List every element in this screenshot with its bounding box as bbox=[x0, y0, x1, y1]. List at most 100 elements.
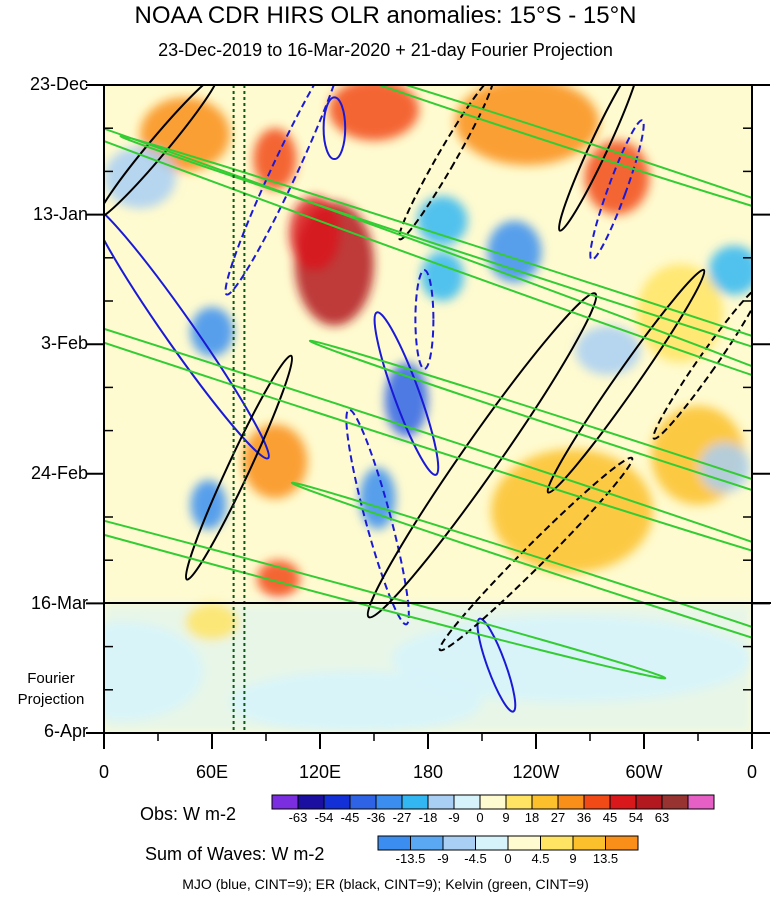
projection-label-line1: Fourier bbox=[27, 670, 75, 687]
colorbar-tick-label: 0 bbox=[504, 851, 512, 866]
colorbar-swatch bbox=[505, 794, 533, 810]
colorbar-tick-label: 63 bbox=[654, 810, 670, 825]
colorbar-tick-label: -36 bbox=[366, 810, 386, 825]
colorbar-tick-label: 0 bbox=[476, 810, 484, 825]
mjo-contour bbox=[224, 85, 344, 296]
colorbar-swatch bbox=[540, 835, 574, 851]
colorbar-swatch bbox=[271, 794, 299, 810]
x-tick-label: 0 bbox=[98, 762, 109, 782]
colorbar-tick-label: 54 bbox=[628, 810, 644, 825]
colorbar-tick-label: 9 bbox=[502, 810, 510, 825]
mjo-contour bbox=[373, 311, 440, 476]
anomaly-blob bbox=[575, 325, 641, 376]
kelvin-contour bbox=[104, 453, 667, 680]
er-contour bbox=[546, 268, 706, 494]
y-tick-label: 6-Apr bbox=[43, 721, 88, 741]
colorbar-swatch bbox=[583, 794, 611, 810]
colorbar-swatch bbox=[635, 794, 663, 810]
colorbar-swatch bbox=[427, 794, 455, 810]
anomaly-blob bbox=[487, 220, 542, 283]
er-contour bbox=[398, 85, 494, 241]
y-tick-label: 3-Feb bbox=[40, 333, 88, 353]
colorbar-swatch bbox=[687, 794, 715, 810]
chart-title: NOAA CDR HIRS OLR anomalies: 15°S - 15°N bbox=[134, 2, 637, 29]
colorbar-swatch bbox=[475, 835, 509, 851]
anomaly-blob bbox=[289, 196, 340, 271]
colorbar-swatch bbox=[605, 835, 639, 851]
kelvin-contour bbox=[308, 339, 752, 571]
anomaly-blob bbox=[329, 85, 419, 141]
mjo-contour bbox=[414, 269, 435, 370]
colorbar-swatch bbox=[442, 835, 476, 851]
colorbar-tick-label: -4.5 bbox=[464, 851, 487, 866]
waves-colorbar bbox=[377, 835, 639, 851]
colorbar-swatch bbox=[375, 794, 403, 810]
colorbar-tick-label: 13.5 bbox=[592, 851, 619, 866]
reference-lines bbox=[232, 85, 246, 733]
legend-footer: MJO (blue, CINT=9); ER (black, CINT=9); … bbox=[182, 876, 589, 892]
axes bbox=[86, 84, 770, 749]
colorbar-tick-label: -13.5 bbox=[395, 851, 426, 866]
colorbar-swatch bbox=[297, 794, 325, 810]
anomaly-blob bbox=[392, 615, 752, 703]
x-tick-label: 120W bbox=[512, 762, 560, 782]
anomaly-blob bbox=[417, 196, 468, 246]
colorbar-tick-label: 18 bbox=[524, 810, 540, 825]
colorbar-swatch bbox=[377, 835, 411, 851]
er-contour bbox=[184, 354, 294, 581]
kelvin-contour bbox=[104, 85, 752, 404]
waves-colorbar-label: Sum of Waves: W m-2 bbox=[145, 844, 325, 864]
x-tick-label: 0 bbox=[746, 762, 757, 782]
anomaly-blob bbox=[104, 621, 203, 721]
anomaly-blob bbox=[253, 128, 297, 190]
anomaly-blob bbox=[708, 245, 752, 295]
anomaly-blob bbox=[455, 85, 599, 166]
mjo-contour bbox=[322, 96, 347, 161]
obs-colorbar-label: Obs: W m-2 bbox=[140, 804, 237, 824]
colorbar-swatch bbox=[323, 794, 351, 810]
mjo-contour bbox=[476, 617, 517, 713]
colorbar-swatch bbox=[507, 835, 541, 851]
colorbar-tick-label: -27 bbox=[392, 810, 412, 825]
colorbar-swatch bbox=[531, 794, 559, 810]
mjo-contour bbox=[589, 119, 645, 261]
anomaly-blob bbox=[384, 362, 428, 437]
x-tick-label: 180 bbox=[412, 762, 444, 782]
colorbar-swatch bbox=[661, 794, 689, 810]
colorbar-tick-label: -9 bbox=[437, 851, 449, 866]
colorbar-swatch bbox=[349, 794, 377, 810]
anomaly-blob bbox=[190, 307, 234, 357]
colorbar-tick-label: 45 bbox=[602, 810, 618, 825]
anomaly-blob bbox=[190, 479, 227, 530]
colorbar-swatch bbox=[453, 794, 481, 810]
colorbar-tick-label: 4.5 bbox=[531, 851, 550, 866]
colorbar-swatch bbox=[479, 794, 507, 810]
y-tick-label: 24-Feb bbox=[30, 463, 88, 483]
obs-colorbar bbox=[271, 794, 715, 810]
kelvin-contour bbox=[104, 233, 752, 579]
colorbar-tick-label: -18 bbox=[418, 810, 438, 825]
y-tick-label: 16-Mar bbox=[30, 593, 88, 613]
colorbar-tick-label: -54 bbox=[314, 810, 334, 825]
colorbar-swatch bbox=[572, 835, 606, 851]
x-tick-label: 60W bbox=[625, 762, 663, 782]
colorbar-swatch bbox=[557, 794, 585, 810]
colorbar-tick-label: 36 bbox=[576, 810, 592, 825]
wave-contours bbox=[104, 85, 752, 713]
anomaly-blob bbox=[242, 424, 308, 499]
colorbar-swatch bbox=[401, 794, 429, 810]
er-contour bbox=[366, 292, 598, 619]
projection-label: Fourier Projection bbox=[8, 668, 94, 710]
anomaly-blob bbox=[420, 251, 464, 301]
anomaly-blob bbox=[359, 467, 396, 530]
anomaly-blob bbox=[230, 671, 482, 733]
y-tick-label: 13-Jan bbox=[32, 204, 88, 224]
anomaly-blob bbox=[699, 442, 751, 493]
y-tick-label: 23-Dec bbox=[29, 74, 88, 94]
colorbar-tick-label: 27 bbox=[550, 810, 566, 825]
anomaly-blob bbox=[185, 603, 239, 641]
colorbar-swatch bbox=[609, 794, 637, 810]
chart-subtitle: 23-Dec-2019 to 16-Mar-2020 + 21-day Four… bbox=[158, 40, 613, 60]
x-tick-label: 120E bbox=[298, 762, 342, 782]
mjo-contour bbox=[345, 408, 410, 626]
